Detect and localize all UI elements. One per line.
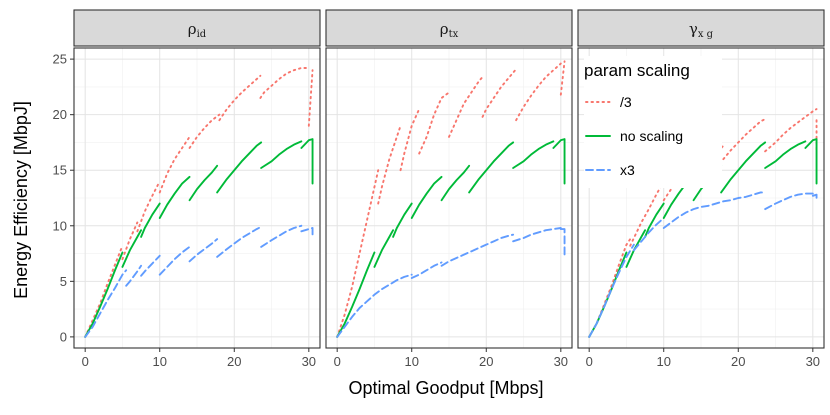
series-line-3: [515, 62, 562, 122]
x-tick-label: 30: [554, 354, 568, 369]
legend-title: param scaling: [584, 61, 690, 80]
series-line-x3: [512, 227, 562, 243]
y-tick-label: 0: [60, 329, 67, 344]
series-line-3: [448, 75, 484, 138]
x-tick-label: 0: [334, 354, 341, 369]
series-line-no-scaling: [392, 202, 413, 238]
series-line-x3: [336, 273, 413, 338]
series-line-no-scaling: [188, 164, 219, 202]
panel-strip: [577, 9, 825, 47]
x-tick-label: 30: [806, 354, 820, 369]
series-line-3: [764, 108, 818, 153]
series-line-x3: [662, 191, 767, 229]
series-line-3: [121, 221, 139, 261]
panel-border: [325, 47, 573, 349]
series-line-3: [418, 91, 450, 155]
series-line-no-scaling: [644, 202, 665, 238]
x-tick-label: 20: [227, 354, 241, 369]
panel-border: [73, 47, 321, 349]
x-tick-label: 20: [479, 354, 493, 369]
y-axis-title: Energy Efficiency [MbpJ]: [11, 101, 31, 299]
series-line-3: [588, 238, 632, 338]
series-line-no-scaling: [158, 175, 191, 219]
series-line-x3: [588, 243, 635, 338]
x-axis-title: Optimal Goodput [Mbps]: [348, 378, 543, 398]
panel-1: ρid 0 10 20 30 0 5 10 15 20 25: [53, 9, 321, 369]
series-line-x3: [559, 228, 566, 258]
series-line-3: [158, 135, 191, 194]
series-line-x3: [632, 217, 665, 252]
series-line-x3: [410, 261, 443, 279]
series-line-x3: [125, 264, 143, 287]
series-line-3: [307, 69, 314, 127]
y-tick-label: 5: [60, 274, 67, 289]
series-line-3: [218, 74, 262, 122]
x-tick-label: 0: [586, 354, 593, 369]
series-line-x3: [764, 192, 814, 211]
y-tick-label: 15: [53, 163, 67, 178]
series-line-no-scaling: [440, 164, 471, 202]
series-line-3: [188, 113, 221, 149]
series-line-no-scaling: [260, 140, 303, 169]
series-line-x3: [188, 238, 219, 263]
panel-border: [577, 47, 825, 349]
series-line-no-scaling: [804, 138, 818, 185]
y-tick-label: 20: [53, 107, 67, 122]
panel-strip-label: γx g: [689, 20, 714, 40]
series-line-3: [136, 180, 161, 233]
series-line-no-scaling: [625, 229, 647, 268]
panel-strip-label: ρtx: [440, 20, 459, 40]
series-line-x3: [216, 225, 263, 258]
panel-strip: [73, 9, 321, 47]
panel-strip: [325, 9, 573, 47]
x-tick-label: 0: [82, 354, 89, 369]
x-tick-label: 10: [656, 354, 670, 369]
series-line-3: [377, 124, 402, 205]
series-line-x3: [140, 254, 161, 277]
series-line-no-scaling: [84, 251, 124, 338]
series-line-no-scaling: [764, 140, 807, 169]
series-line-3: [336, 169, 380, 338]
series-line-x3: [260, 224, 303, 248]
series-line-no-scaling: [410, 175, 443, 219]
legend: param scaling/3 no scaling x3: [584, 56, 722, 188]
series-line-3: [559, 60, 566, 96]
series-line-no-scaling: [468, 141, 515, 194]
series-line-x3: [811, 193, 818, 202]
x-tick-label: 30: [302, 354, 316, 369]
legend-label: no scaling: [620, 128, 683, 144]
series-line-3: [722, 118, 767, 161]
series-line-no-scaling: [552, 138, 566, 185]
series-line-3: [259, 67, 310, 99]
series-line-no-scaling: [140, 202, 161, 238]
x-tick-label: 20: [731, 354, 745, 369]
series-line-no-scaling: [336, 251, 376, 338]
panel-2: ρtx 0 10 20 30: [325, 9, 573, 369]
series-line-no-scaling: [373, 229, 395, 268]
series-line-3: [629, 180, 665, 247]
series-line-no-scaling: [121, 229, 143, 268]
legend-label: x3: [620, 162, 635, 178]
series-line-no-scaling: [512, 140, 555, 169]
series-line-no-scaling: [720, 141, 767, 194]
panels-layer: ρid 0 10 20 30 0 5 10 15 20 25 ρtx 0 10 20 30 γx g 0 10 20 3…: [53, 9, 825, 369]
x-tick-label: 10: [404, 354, 418, 369]
legend-background: [584, 56, 722, 188]
series-line-no-scaling: [300, 138, 314, 185]
series-line-no-scaling: [216, 141, 263, 194]
panel-strip-label: ρid: [188, 20, 207, 40]
x-tick-label: 10: [152, 354, 166, 369]
series-line-x3: [440, 233, 515, 267]
series-line-3: [399, 108, 421, 172]
y-tick-label: 25: [53, 52, 67, 67]
series-line-x3: [158, 245, 191, 276]
y-tick-label: 10: [53, 218, 67, 233]
legend-label: /3: [620, 94, 632, 110]
series-line-x3: [300, 227, 314, 238]
series-line-3: [481, 68, 518, 118]
series-line-x3: [84, 269, 128, 338]
